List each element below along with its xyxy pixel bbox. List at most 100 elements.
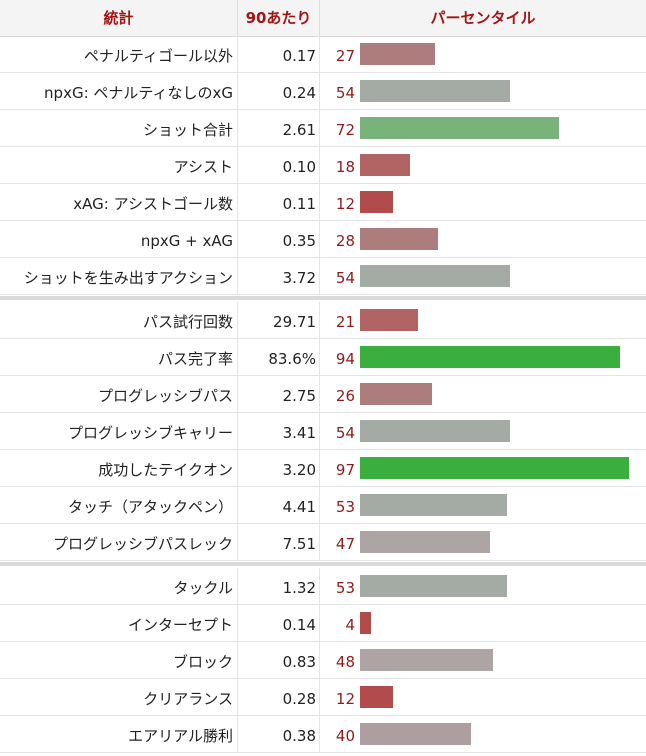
- percentile-value: 47: [335, 535, 355, 553]
- stat-label: ペナルティゴール以外: [83, 47, 233, 65]
- stat-label: プログレッシブパス: [97, 387, 233, 405]
- percentile-value: 97: [335, 461, 355, 479]
- per90-value: 0.17: [237, 36, 320, 72]
- percentile-bar: [360, 494, 507, 516]
- percentile-bar: [360, 457, 629, 479]
- per90-value: 2.75: [237, 376, 320, 412]
- header-per90[interactable]: 90あたり: [237, 0, 320, 36]
- percentile-value: 28: [335, 232, 355, 250]
- stat-label: npxG + xAG: [140, 232, 233, 250]
- table-row: プログレッシブパスレック 7.51 47: [0, 524, 646, 561]
- stat-label: ショットを生み出すアクション: [23, 269, 233, 287]
- table-row: パス試行回数 29.71 21: [0, 302, 646, 339]
- percentile-bar: [360, 154, 410, 176]
- table-row: 成功したテイクオン 3.20 97: [0, 450, 646, 487]
- percentile-value: 54: [335, 424, 355, 442]
- percentile-bar: [360, 531, 490, 553]
- per90-value: 0.38: [237, 716, 320, 752]
- stat-label: npxG: ペナルティなしのxG: [44, 84, 233, 102]
- per90-value: 0.10: [237, 147, 320, 183]
- per90-value: 7.51: [237, 524, 320, 560]
- table-row: クリアランス 0.28 12: [0, 679, 646, 716]
- per90-value: 4.41: [237, 487, 320, 523]
- table-row: npxG: ペナルティなしのxG 0.24 54: [0, 73, 646, 110]
- table-row: タッチ（アタックペン） 4.41 53: [0, 487, 646, 524]
- table-row: タックル 1.32 53: [0, 568, 646, 605]
- stat-label: タックル: [173, 579, 233, 597]
- per90-value: 0.11: [237, 184, 320, 220]
- percentile-value: 54: [335, 269, 355, 287]
- stat-label: ブロック: [172, 653, 233, 671]
- percentile-value: 53: [335, 579, 355, 597]
- table-row: ショットを生み出すアクション 3.72 54: [0, 258, 646, 295]
- percentile-value: 12: [335, 195, 355, 213]
- stat-label: 成功したテイクオン: [98, 461, 233, 479]
- per90-value: 3.20: [237, 450, 320, 486]
- table-header: 統計 90あたり パーセンタイル: [0, 0, 646, 37]
- percentile-bar: [360, 649, 493, 671]
- header-stat[interactable]: 統計: [103, 9, 134, 27]
- percentile-value: 53: [335, 498, 355, 516]
- percentile-bar: [360, 265, 510, 287]
- table-row: プログレッシブパス 2.75 26: [0, 376, 646, 413]
- percentile-bar: [360, 117, 559, 139]
- per90-value: 0.24: [237, 73, 320, 109]
- table-row: プログレッシブキャリー 3.41 54: [0, 413, 646, 450]
- per90-value: 83.6%: [237, 339, 320, 375]
- percentile-bar: [360, 346, 620, 368]
- percentile-value: 18: [335, 158, 355, 176]
- stat-label: プログレッシブキャリー: [67, 424, 233, 442]
- per90-value: 0.35: [237, 221, 320, 257]
- per90-value: 0.28: [237, 679, 320, 715]
- percentile-value: 48: [335, 653, 355, 671]
- per90-value: 1.32: [237, 568, 320, 604]
- percentile-value: 40: [335, 727, 355, 745]
- per90-value: 0.83: [237, 642, 320, 678]
- stat-label: ショット合計: [142, 121, 233, 139]
- stat-label: アシスト: [173, 158, 233, 176]
- header-percentile[interactable]: パーセンタイル: [430, 9, 536, 27]
- percentile-value: 26: [335, 387, 355, 405]
- table-row: エアリアル勝利 0.38 40: [0, 716, 646, 753]
- section-divider: [0, 562, 646, 566]
- percentile-bar: [360, 80, 510, 102]
- table-row: パス完了率 83.6% 94: [0, 339, 646, 376]
- percentile-value: 4: [345, 616, 355, 634]
- section-divider: [0, 296, 646, 300]
- table-row: ペナルティゴール以外 0.17 27: [0, 36, 646, 73]
- percentile-bar: [360, 309, 418, 331]
- percentile-value: 54: [335, 84, 355, 102]
- percentile-bar: [360, 420, 510, 442]
- percentile-value: 27: [335, 47, 355, 65]
- percentile-bar: [360, 191, 393, 213]
- per90-value: 3.41: [237, 413, 320, 449]
- percentile-bar: [360, 612, 371, 634]
- percentile-bar: [360, 723, 471, 745]
- per90-value: 0.14: [237, 605, 320, 641]
- percentile-bar: [360, 228, 438, 250]
- percentile-value: 12: [335, 690, 355, 708]
- stat-label: エアリアル勝利: [128, 727, 233, 745]
- percentile-value: 21: [335, 313, 355, 331]
- stat-label: クリアランス: [143, 690, 233, 708]
- percentile-value: 94: [335, 350, 355, 368]
- stat-label: パス完了率: [157, 350, 233, 368]
- percentile-bar: [360, 383, 432, 405]
- per90-value: 29.71: [237, 302, 320, 338]
- stat-label: タッチ（アタックペン）: [67, 498, 233, 516]
- table-row: アシスト 0.10 18: [0, 147, 646, 184]
- table-row: インターセプト 0.14 4: [0, 605, 646, 642]
- table-row: npxG + xAG 0.35 28: [0, 221, 646, 258]
- stat-label: パス試行回数: [142, 313, 233, 331]
- stat-label: xAG: アシストゴール数: [73, 195, 233, 213]
- percentile-bar: [360, 43, 435, 65]
- percentile-bar: [360, 686, 393, 708]
- percentile-bar: [360, 575, 507, 597]
- per90-value: 3.72: [237, 258, 320, 294]
- stat-label: インターセプト: [127, 616, 233, 634]
- table-row: xAG: アシストゴール数 0.11 12: [0, 184, 646, 221]
- table-row: ショット合計 2.61 72: [0, 110, 646, 147]
- percentile-value: 72: [335, 121, 355, 139]
- stat-label: プログレッシブパスレック: [52, 535, 233, 553]
